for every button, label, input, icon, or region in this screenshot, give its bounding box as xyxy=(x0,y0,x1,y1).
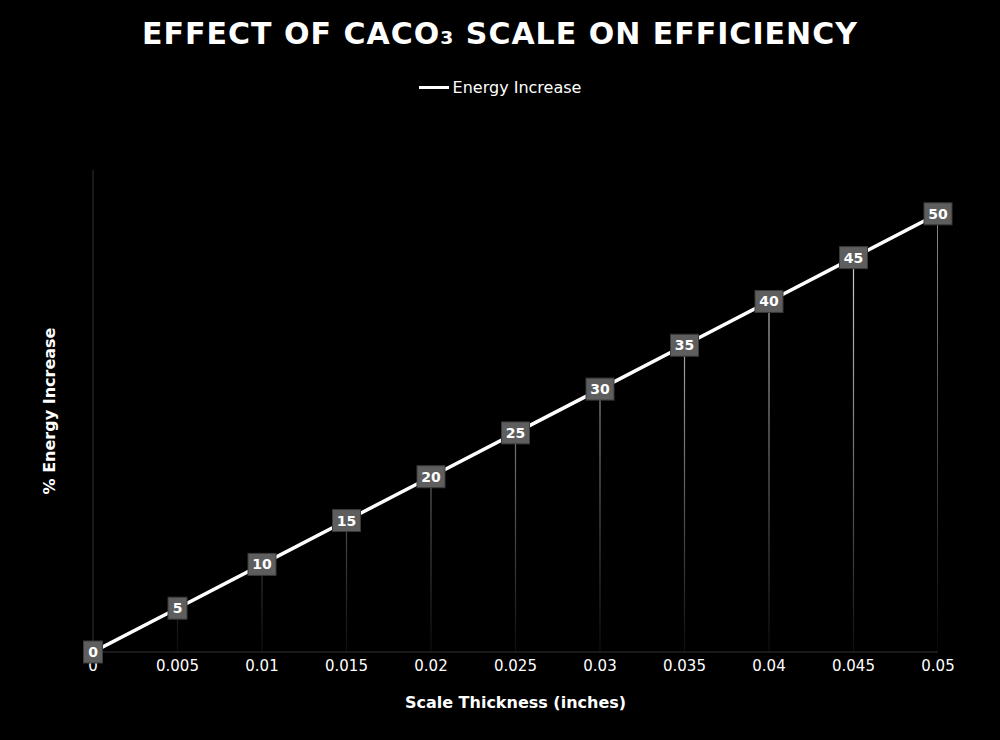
svg-text:0.04: 0.04 xyxy=(752,657,785,675)
svg-text:0.025: 0.025 xyxy=(494,657,537,675)
svg-text:30: 30 xyxy=(590,381,610,397)
svg-text:5: 5 xyxy=(173,600,183,616)
html-text:Energy Increase: Energy Increase xyxy=(452,78,582,97)
svg-text:% Energy Increase: % Energy Increase xyxy=(40,327,59,494)
svg-text:Scale Thickness (inches): Scale Thickness (inches) xyxy=(405,693,626,712)
svg-text:25: 25 xyxy=(506,425,525,441)
html-text:EFFECT OF CACO₃ SCALE ON EFFIC: EFFECT OF CACO₃ SCALE ON EFFICIENCY xyxy=(142,16,858,51)
svg-text:0.005: 0.005 xyxy=(156,657,199,675)
svg-text:15: 15 xyxy=(337,513,356,529)
svg-text:35: 35 xyxy=(675,337,694,353)
svg-text:0: 0 xyxy=(88,644,98,660)
svg-text:0: 0 xyxy=(88,656,98,675)
svg-text:0.05: 0.05 xyxy=(921,657,954,675)
svg-text:10: 10 xyxy=(252,556,272,572)
svg-text:0.045: 0.045 xyxy=(832,657,875,675)
svg-text:50: 50 xyxy=(928,206,948,222)
svg-text:45: 45 xyxy=(844,250,863,266)
svg-text:0.03: 0.03 xyxy=(583,657,616,675)
svg-text:0.015: 0.015 xyxy=(325,657,368,675)
svg-text:0.02: 0.02 xyxy=(414,657,447,675)
svg-text:40: 40 xyxy=(759,293,779,309)
svg-text:0.035: 0.035 xyxy=(663,657,706,675)
svg-text:20: 20 xyxy=(421,469,441,485)
svg-text:0.01: 0.01 xyxy=(245,657,278,675)
